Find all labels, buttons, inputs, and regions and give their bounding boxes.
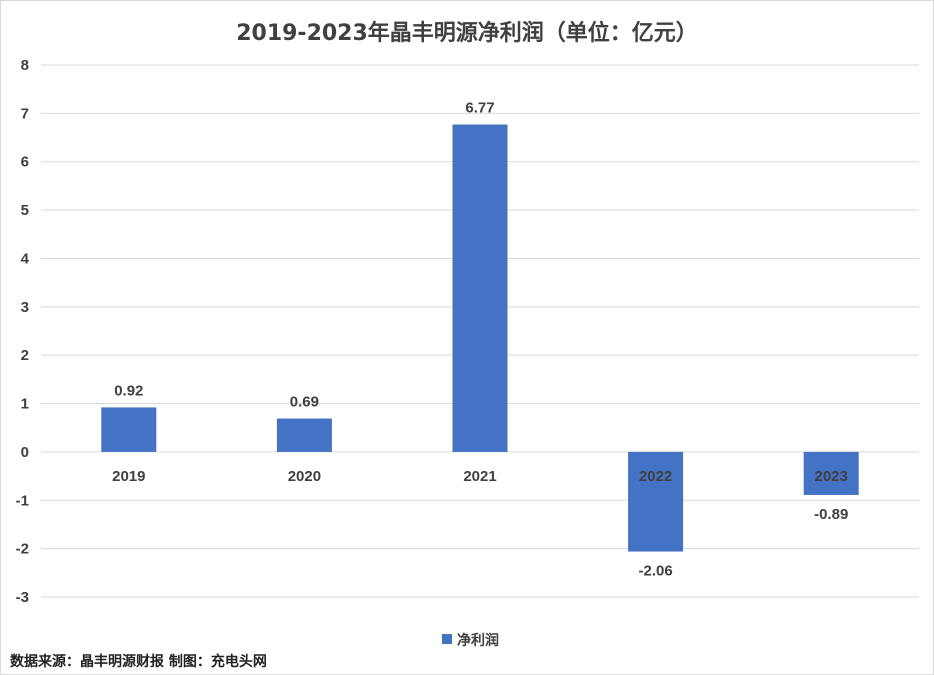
data-label: 6.77	[465, 99, 494, 116]
data-label: -2.06	[638, 563, 672, 580]
legend-label: 净利润	[457, 632, 499, 649]
x-tick-label: 2021	[463, 468, 496, 485]
x-tick-label: 2019	[112, 468, 145, 485]
y-tick-label: 0	[21, 444, 29, 461]
y-tick-label: 4	[21, 250, 30, 267]
bar	[452, 124, 508, 452]
y-tick-label: -3	[16, 589, 29, 606]
legend-swatch	[442, 634, 452, 644]
source-note: 数据来源：晶丰明源财报 制图：充电头网	[10, 654, 267, 670]
data-label: 0.69	[290, 394, 319, 411]
x-tick-label: 2020	[288, 468, 321, 485]
y-tick-label: -1	[16, 492, 29, 509]
bar	[803, 451, 859, 495]
x-tick-label: 2023	[815, 468, 848, 485]
y-tick-label: 3	[21, 299, 29, 316]
bar	[276, 418, 332, 452]
legend: 净利润	[442, 632, 499, 649]
y-tick-label: 2	[21, 347, 29, 364]
bar	[101, 407, 157, 452]
bars	[101, 124, 859, 552]
y-tick-label: 8	[21, 57, 29, 74]
x-axis-category-labels: 2019 2020 2021 2022 2023	[112, 468, 848, 485]
y-tick-label: 1	[21, 396, 29, 413]
y-tick-label: 6	[21, 154, 29, 171]
y-axis-tick-labels: 8 7 6 5 4 3 2 1 0 -1 -2 -3	[16, 57, 30, 606]
chart-title: 2019-2023年晶丰明源净利润（单位：亿元）	[236, 20, 698, 46]
data-labels: 0.92 0.69 6.77 -2.06 -0.89	[114, 99, 848, 579]
y-tick-label: -2	[16, 541, 29, 558]
y-tick-label: 7	[21, 105, 29, 122]
x-tick-label: 2022	[639, 468, 672, 485]
y-tick-label: 5	[21, 202, 29, 219]
data-label: 0.92	[114, 382, 143, 399]
bar	[628, 451, 684, 552]
data-label: -0.89	[814, 506, 848, 523]
